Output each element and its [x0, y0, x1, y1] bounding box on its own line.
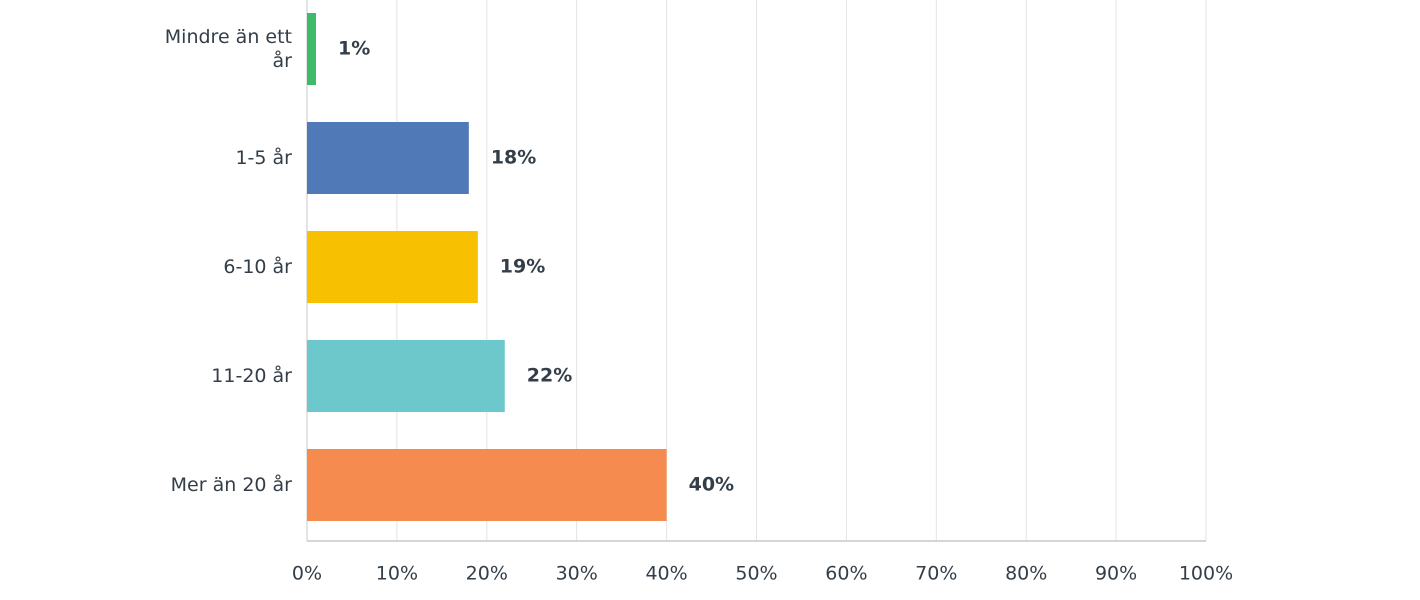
y-tick-label: Mindre än ett år: [164, 26, 292, 72]
x-tick-label: 20%: [466, 563, 508, 585]
x-tick-label: 50%: [735, 563, 777, 585]
bar: [307, 13, 316, 85]
x-tick-label: 0%: [292, 563, 322, 585]
bar-value-label: 18%: [491, 147, 536, 169]
x-tick-label: 40%: [645, 563, 687, 585]
y-tick-label: Mer än 20 år: [170, 474, 292, 496]
bar-value-label: 1%: [338, 38, 370, 60]
y-tick-label: 6-10 år: [223, 256, 292, 278]
y-tick-label: 1-5 år: [235, 147, 292, 169]
x-tick-label: 70%: [915, 563, 957, 585]
bar: [307, 231, 478, 303]
bar: [307, 449, 667, 521]
x-tick-label: 10%: [376, 563, 418, 585]
bar: [307, 122, 469, 194]
x-tick-label: 80%: [1005, 563, 1047, 585]
bar-value-label: 22%: [527, 365, 572, 387]
x-tick-label: 100%: [1179, 563, 1233, 585]
x-tick-label: 30%: [556, 563, 598, 585]
x-tick-label: 90%: [1095, 563, 1137, 585]
y-tick-label: 11-20 år: [211, 365, 292, 387]
bar-value-label: 40%: [689, 474, 734, 496]
bar-value-label: 19%: [500, 256, 545, 278]
x-tick-label: 60%: [825, 563, 867, 585]
bar: [307, 340, 505, 412]
